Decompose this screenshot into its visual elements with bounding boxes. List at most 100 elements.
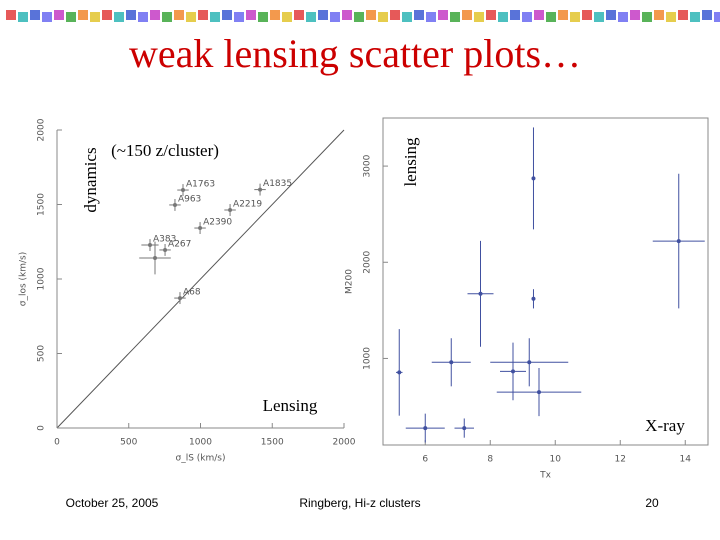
strip-square: [294, 10, 304, 20]
x-tick-label: 14: [680, 455, 692, 465]
point: [163, 247, 168, 252]
x-tick-label: 8: [487, 455, 493, 465]
point-label: A1835: [263, 179, 292, 189]
strip-square: [66, 12, 76, 22]
y-tick-label: 1000: [37, 267, 47, 290]
point: [527, 360, 532, 365]
point: [397, 370, 402, 375]
strip-square: [138, 12, 148, 22]
strip-square: [666, 12, 676, 22]
slide-title: weak lensing scatter plots…: [129, 31, 581, 76]
strip-square: [510, 10, 520, 20]
y-tick-label: 1000: [363, 347, 373, 370]
x-tick-label: 500: [120, 438, 137, 448]
color-strip: [6, 10, 720, 22]
footer-page: 20: [645, 496, 659, 510]
strip-square: [126, 10, 136, 20]
strip-square: [570, 12, 580, 22]
reference-line: [56, 129, 345, 429]
strip-square: [18, 12, 28, 22]
strip-square: [390, 10, 400, 20]
strip-square: [690, 12, 700, 22]
point: [531, 296, 536, 301]
strip-square: [30, 10, 40, 20]
annotation: dynamics: [81, 147, 100, 212]
point: [537, 390, 541, 395]
point: [147, 243, 152, 248]
strip-square: [414, 10, 424, 20]
strip-square: [498, 12, 508, 22]
x-tick-label: 0: [54, 438, 60, 448]
point: [153, 255, 158, 260]
strip-square: [102, 10, 112, 20]
strip-square: [342, 10, 352, 20]
strip-square: [678, 10, 688, 20]
strip-square: [186, 12, 196, 22]
strip-square: [222, 10, 232, 20]
point: [258, 187, 263, 192]
strip-square: [654, 10, 664, 20]
y-tick-label: 500: [37, 345, 47, 362]
strip-square: [78, 10, 88, 20]
strip-square: [450, 12, 460, 22]
plot-frame: [382, 117, 709, 446]
strip-square: [354, 12, 364, 22]
strip-square: [198, 10, 208, 20]
point: [198, 226, 203, 231]
y-axis-label: M200: [345, 269, 355, 294]
point-label: A1763: [186, 180, 215, 190]
strip-square: [330, 12, 340, 22]
point: [177, 296, 182, 301]
footer-event: Ringberg, Hi-z clusters: [299, 496, 420, 510]
point: [511, 369, 515, 374]
strip-square: [258, 12, 268, 22]
strip-square: [90, 12, 100, 22]
strip-square: [210, 12, 220, 22]
strip-square: [606, 10, 616, 20]
x-tick-label: 6: [422, 455, 428, 465]
strip-square: [270, 10, 280, 20]
strip-square: [246, 10, 256, 20]
strip-square: [174, 10, 184, 20]
strip-square: [282, 12, 292, 22]
strip-square: [594, 12, 604, 22]
point: [531, 176, 536, 181]
annotation: Lensing: [263, 396, 318, 415]
point-label: A383: [153, 235, 176, 245]
x-tick-label: 12: [615, 455, 626, 465]
strip-square: [630, 10, 640, 20]
strip-square: [534, 10, 544, 20]
x-tick-label: 1500: [261, 438, 284, 448]
y-axis-label: σ_los (km/s): [19, 252, 29, 306]
point: [478, 291, 483, 296]
strip-square: [366, 10, 376, 20]
x-tick-label: 10: [550, 455, 562, 465]
point: [676, 239, 681, 244]
point: [449, 360, 454, 365]
strip-square: [618, 12, 628, 22]
x-axis-label: σ_lS (km/s): [175, 454, 225, 464]
point-label: A963: [178, 194, 201, 204]
strip-square: [306, 12, 316, 22]
point-label: A68: [183, 288, 201, 298]
point: [180, 188, 185, 193]
point-label: A267: [168, 239, 191, 249]
x-tick-label: 1000: [189, 438, 212, 448]
strip-square: [402, 12, 412, 22]
strip-square: [702, 10, 712, 20]
y-tick-label: 3000: [363, 154, 373, 177]
annotation: X-ray: [645, 416, 685, 435]
strip-square: [318, 10, 328, 20]
point-label: A2390: [203, 218, 232, 228]
x-tick-label: 2000: [333, 438, 356, 448]
point-label: A2219: [233, 200, 262, 210]
strip-square: [378, 12, 388, 22]
strip-square: [714, 12, 720, 22]
annotation: (~150 z/cluster): [111, 141, 219, 160]
y-tick-label: 0: [37, 425, 47, 431]
strip-square: [438, 10, 448, 20]
strip-square: [582, 10, 592, 20]
strip-square: [546, 12, 556, 22]
strip-square: [162, 12, 172, 22]
